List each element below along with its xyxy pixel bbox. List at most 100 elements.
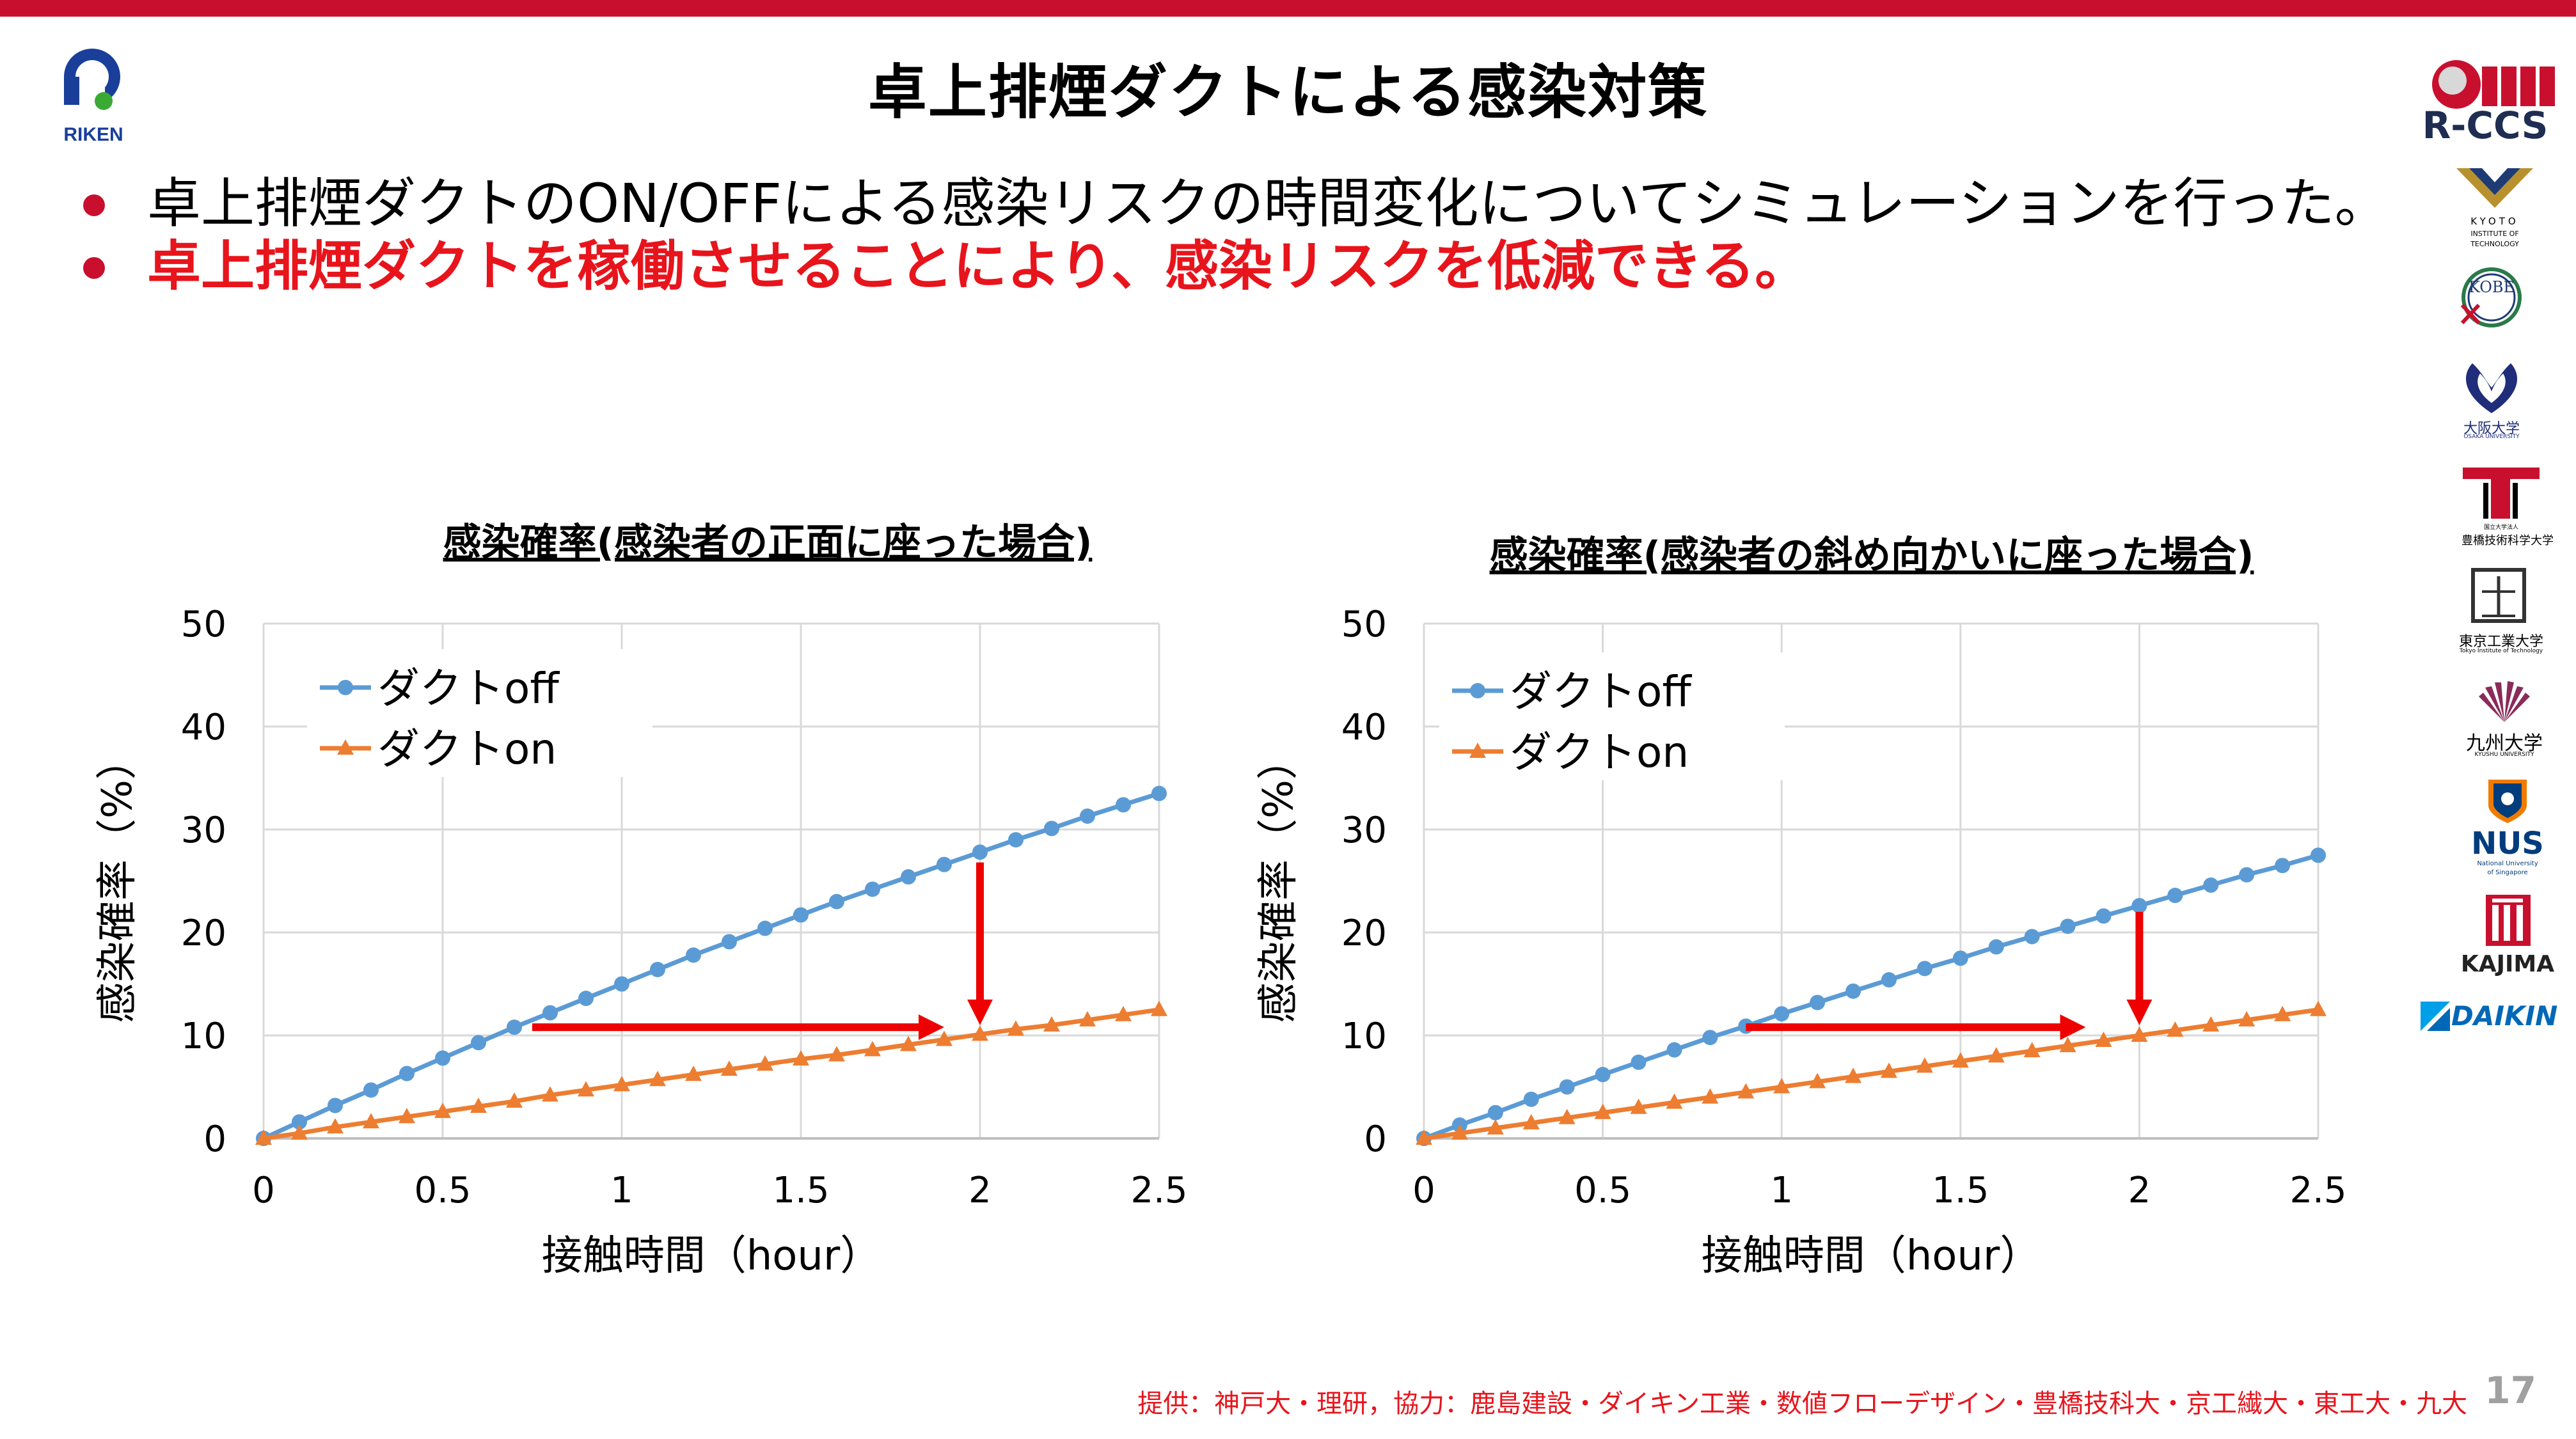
data-point-on (1451, 1124, 1468, 1140)
y-tick-label: 30 (1341, 810, 1387, 851)
data-point-on (1630, 1098, 1647, 1114)
chart-title-left: 感染確率(感染者の正面に座った場合) (443, 521, 1093, 565)
data-point-on (757, 1055, 773, 1071)
y-tick-label: 30 (181, 810, 226, 851)
data-point-off (1952, 950, 1968, 966)
data-point-on (2274, 1005, 2291, 1021)
kajima-logo: KAJIMA (2450, 892, 2565, 982)
data-point-off (1666, 1042, 1682, 1058)
data-point-off (1916, 961, 1932, 977)
data-point-on (1809, 1073, 1826, 1089)
x-tick-label: 1.5 (772, 1170, 829, 1211)
y-tick-label: 50 (1341, 604, 1387, 645)
x-tick-label: 0 (252, 1170, 275, 1211)
data-point-on (1845, 1067, 1862, 1083)
y-tick-label: 0 (203, 1119, 226, 1160)
data-point-on (2095, 1032, 2112, 1048)
data-point-on (1987, 1047, 2005, 1063)
data-point-off (865, 881, 880, 897)
y-axis-title: 感染確率（%） (94, 739, 141, 1023)
data-point-on (542, 1086, 558, 1102)
data-point-off (328, 1097, 343, 1113)
data-point-on (900, 1035, 917, 1051)
data-point-off (1008, 832, 1023, 848)
series-line-on (1423, 1007, 2319, 1141)
data-point-on (506, 1092, 523, 1108)
data-point-off (2203, 877, 2219, 893)
data-point-off (936, 856, 952, 872)
data-point-on (578, 1081, 594, 1097)
data-point-off (757, 920, 773, 936)
data-point-on (1916, 1057, 1933, 1073)
bullet-dot (83, 257, 105, 279)
data-point-on (1522, 1113, 1540, 1129)
y-tick-label: 40 (181, 707, 226, 748)
data-point-on (1558, 1108, 1576, 1124)
data-point-off (722, 934, 737, 950)
data-point-off (2024, 929, 2040, 945)
data-point-off (578, 991, 594, 1007)
data-point-on (1737, 1083, 1755, 1099)
riken-logo-text: RIKEN (63, 124, 123, 145)
data-point-on (649, 1071, 666, 1087)
data-point-off (2096, 908, 2112, 924)
data-point-on (2131, 1026, 2148, 1042)
data-point-off (363, 1082, 379, 1098)
data-point-on (291, 1124, 308, 1140)
bullet-dot (83, 194, 105, 216)
bullet-text: 卓上排煙ダクトのON/OFFによる感染リスクの時間変化についてシミュレーションを… (147, 172, 2389, 235)
legend-background (1439, 652, 1785, 780)
legend-label: ダクトon (377, 725, 557, 774)
y-tick-label: 10 (181, 1016, 226, 1057)
x-tick-label: 2 (968, 1170, 992, 1211)
data-point-on (972, 1025, 988, 1041)
x-axis-title: 接触時間（hour） (1702, 1232, 2041, 1280)
legend-background (307, 649, 652, 777)
legend-marker (337, 739, 354, 755)
data-point-off (1523, 1091, 1539, 1107)
data-point-off (1044, 821, 1059, 837)
legend-label: ダクトoff (377, 664, 560, 713)
data-point-off (2131, 898, 2147, 914)
data-point-off (2060, 918, 2076, 934)
data-point-off (1845, 983, 1861, 999)
data-point-on (255, 1129, 272, 1145)
rccs-label: R-CCS (2422, 104, 2548, 147)
data-point-off (1881, 972, 1897, 988)
data-point-on (1773, 1078, 1790, 1094)
series-line-off (262, 791, 1160, 1141)
daikin-logo: DAIKIN (2418, 998, 2572, 1036)
page-number: 17 (2485, 1369, 2536, 1412)
data-point-off (614, 976, 629, 992)
annotation-arrowhead (919, 1014, 944, 1041)
x-tick-label: 2.5 (2289, 1170, 2346, 1211)
y-tick-label: 20 (181, 913, 226, 954)
osaka-univ-logo: 大阪大学 OSAKA UNIVERSITY (2453, 358, 2530, 448)
data-point-off (435, 1050, 450, 1066)
data-point-on (2238, 1010, 2256, 1026)
data-point-on (613, 1076, 630, 1092)
chart-1: 0 10 20 30 40 50 0 0.5 1 1.5 2 2.5 ダクトoff ダクトon 接触時間（h… (94, 604, 1188, 1280)
legend-marker (1470, 683, 1485, 698)
data-point-off (2239, 867, 2255, 883)
data-point-off (2167, 888, 2183, 904)
y-tick-label: 20 (1341, 913, 1387, 954)
data-point-off (829, 893, 844, 909)
riken-logo: RIKEN (63, 49, 123, 145)
nus-logo: NUS National University of Singapore (2463, 777, 2552, 886)
data-point-off (1080, 808, 1095, 824)
x-tick-label: 2 (2128, 1170, 2151, 1211)
data-point-on (1666, 1093, 1683, 1109)
kyushu-univ-logo: 九州大学 KYUSHU UNIVERSITY (2450, 675, 2559, 764)
legend-marker (1469, 743, 1486, 758)
data-point-on (1952, 1052, 1969, 1068)
y-tick-label: 0 (1364, 1119, 1387, 1160)
data-point-off (1559, 1079, 1575, 1095)
data-point-on (1151, 1000, 1167, 1016)
rccs-logo: R-CCS (2418, 51, 2572, 147)
data-point-off (901, 869, 916, 885)
data-point-on (721, 1060, 738, 1076)
data-point-off (2311, 847, 2326, 863)
data-point-off (471, 1035, 486, 1051)
